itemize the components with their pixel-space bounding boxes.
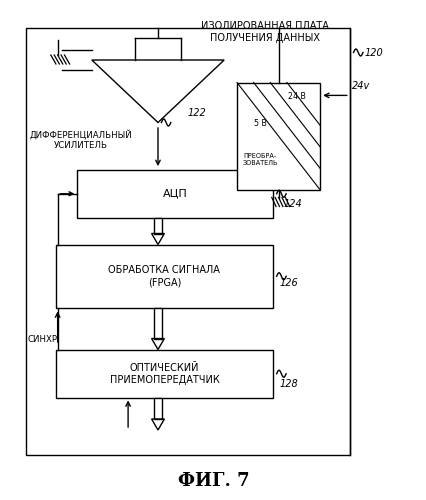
Text: 120: 120 — [363, 48, 382, 58]
Text: 128: 128 — [279, 379, 298, 389]
Text: АЦП: АЦП — [162, 189, 187, 199]
Text: ОБРАБОТКА СИГНАЛА
(FPGA): ОБРАБОТКА СИГНАЛА (FPGA) — [108, 266, 220, 287]
Text: 126: 126 — [279, 278, 298, 287]
Text: СИНХР.: СИНХР. — [28, 336, 60, 344]
Text: ОПТИЧЕСКИЙ
ПРИЕМОПЕРЕДАТЧИК: ОПТИЧЕСКИЙ ПРИЕМОПЕРЕДАТЧИК — [109, 363, 219, 384]
Bar — [55, 350, 273, 398]
Bar — [154, 308, 161, 338]
Text: ФИГ. 7: ФИГ. 7 — [177, 472, 249, 490]
Text: 24v: 24v — [351, 82, 369, 92]
Bar — [236, 82, 320, 190]
Text: ИЗОЛИРОВАННАЯ ПЛАТА
ПОЛУЧЕНИЯ ДАННЫХ: ИЗОЛИРОВАННАЯ ПЛАТА ПОЛУЧЕНИЯ ДАННЫХ — [200, 21, 328, 42]
Bar — [154, 398, 161, 419]
Text: 124: 124 — [283, 199, 302, 209]
Bar — [77, 170, 273, 218]
Text: 24 В: 24 В — [288, 92, 305, 101]
Bar — [26, 28, 349, 455]
Text: 122: 122 — [187, 108, 206, 118]
Text: 5 В: 5 В — [253, 119, 266, 128]
Bar — [154, 218, 161, 234]
Bar — [55, 245, 273, 308]
Text: ПРЕОБРА-
ЗОВАТЕЛЬ: ПРЕОБРА- ЗОВАТЕЛЬ — [242, 154, 277, 166]
Text: ДИФФЕРЕНЦИАЛЬНЫЙ
УСИЛИТЕЛЬ: ДИФФЕРЕНЦИАЛЬНЫЙ УСИЛИТЕЛЬ — [30, 130, 132, 150]
